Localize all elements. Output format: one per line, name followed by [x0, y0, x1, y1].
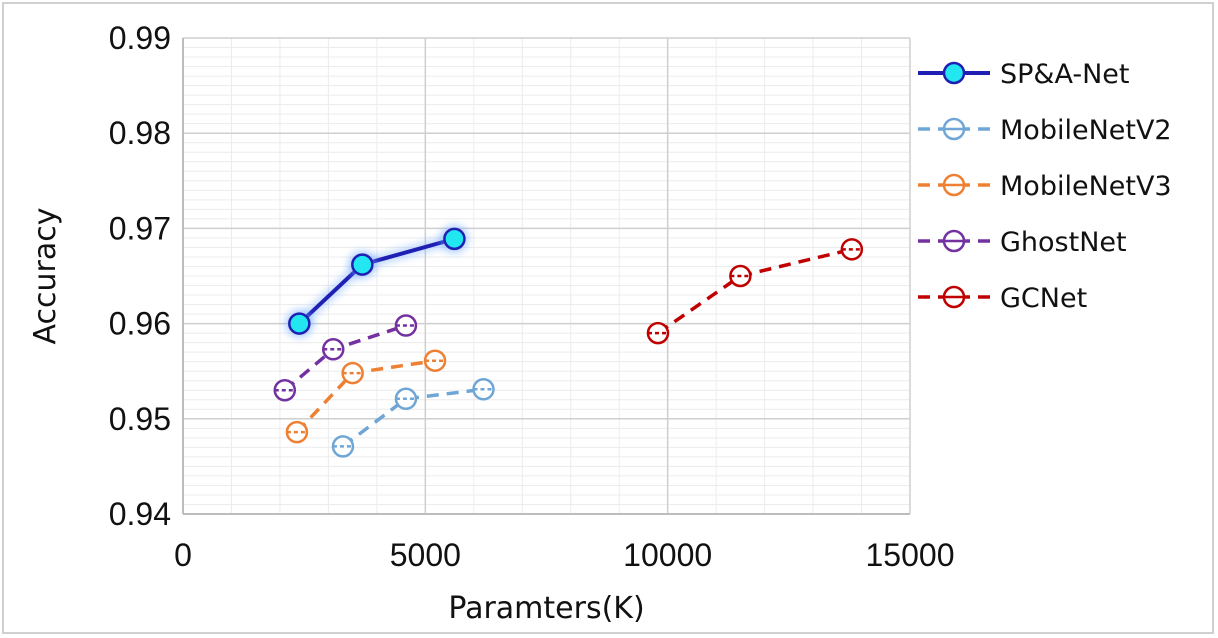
legend-marker [942, 61, 966, 85]
legend-label: MobileNetV2 [1000, 115, 1172, 146]
legend-entry: GhostNet [918, 227, 1127, 258]
data-point [443, 227, 466, 251]
legend-label: GhostNet [1000, 227, 1127, 258]
legend-entry: MobileNetV3 [918, 171, 1172, 202]
y-tick-label: 0.94 [109, 496, 171, 532]
x-tick-label: 0 [174, 537, 192, 573]
series-sp-a-net [285, 224, 469, 338]
y-axis-title: Accuracy [28, 208, 63, 345]
y-tick-label: 0.96 [109, 306, 171, 342]
y-tick-label: 0.95 [109, 401, 171, 437]
legend-label: SP&A-Net [1000, 59, 1130, 90]
legend-label: MobileNetV3 [1000, 171, 1172, 202]
legend-entry: MobileNetV2 [918, 115, 1172, 146]
x-tick-label: 15000 [866, 537, 955, 573]
y-tick-label: 0.98 [109, 115, 171, 151]
data-point [351, 253, 374, 276]
plot-axes: 0 5000 10000 15000 0.94 0.95 0.96 0.97 0.98 0.99 [109, 20, 955, 573]
x-axis-title: Paramters(K) [448, 591, 644, 626]
series-mobilenetv3 [285, 349, 447, 444]
series-line [656, 247, 853, 335]
legend: SP&A-Net MobileNetV2 MobileNetV3 GhostNet GC… [918, 59, 1172, 314]
y-tick-label: 0.97 [109, 210, 171, 246]
legend-label: GCNet [1000, 283, 1087, 314]
plot-grid [182, 37, 911, 515]
series-gcnet [646, 238, 864, 345]
legend-entry: SP&A-Net [918, 59, 1130, 90]
series-layer [273, 224, 864, 458]
series-line [341, 387, 484, 448]
y-tick-label: 0.99 [109, 20, 171, 56]
data-point [288, 312, 311, 335]
series-ghostnet [273, 314, 418, 402]
legend-entry: GCNet [918, 283, 1087, 314]
x-tick-label: 10000 [623, 537, 712, 573]
x-tick-label: 5000 [390, 537, 461, 573]
series-mobilenetv2 [331, 378, 495, 458]
